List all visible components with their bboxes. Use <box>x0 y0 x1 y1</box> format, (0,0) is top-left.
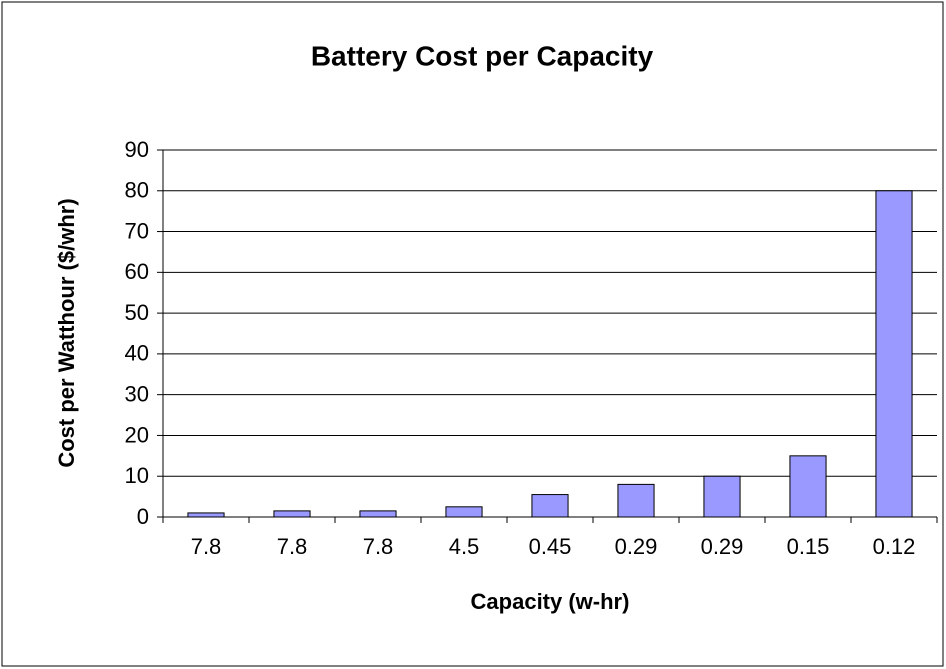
x-tick-label: 0.29 <box>701 534 744 559</box>
x-tick-label: 0.45 <box>529 534 572 559</box>
y-tick-label: 80 <box>125 178 149 203</box>
chart-title: Battery Cost per Capacity <box>311 40 654 71</box>
x-axis-label: Capacity (w-hr) <box>471 589 630 614</box>
y-tick-label: 60 <box>125 259 149 284</box>
x-tick-label: 0.12 <box>873 534 916 559</box>
y-tick-label: 20 <box>125 422 149 447</box>
bar <box>875 190 913 518</box>
bar <box>617 483 655 518</box>
bar <box>445 506 483 518</box>
bar <box>703 475 741 518</box>
y-tick-label: 40 <box>125 341 149 366</box>
bar <box>187 512 225 518</box>
x-tick-label: 7.8 <box>191 534 222 559</box>
y-axis-label: Cost per Watthour ($/whr) <box>54 198 79 467</box>
y-tick-label: 50 <box>125 300 149 325</box>
y-tick-label: 10 <box>125 463 149 488</box>
x-tick-label: 4.5 <box>449 534 480 559</box>
y-tick-label: 30 <box>125 381 149 406</box>
y-tick-label: 70 <box>125 218 149 243</box>
bar <box>789 455 827 518</box>
y-tick-label: 90 <box>125 137 149 162</box>
x-tick-label: 7.8 <box>363 534 394 559</box>
bar <box>273 510 311 518</box>
x-tick-label: 0.29 <box>615 534 658 559</box>
y-tick-label: 0 <box>137 504 149 529</box>
bar <box>359 510 397 518</box>
bar <box>531 494 569 518</box>
x-tick-label: 7.8 <box>277 534 308 559</box>
x-tick-label: 0.15 <box>787 534 830 559</box>
